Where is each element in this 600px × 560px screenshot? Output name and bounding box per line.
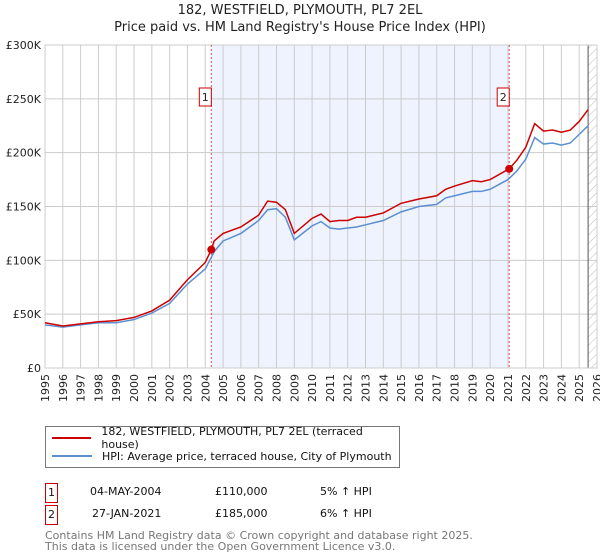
x-tick-label: 2005 xyxy=(217,374,230,402)
x-tick-label: 2022 xyxy=(520,374,533,402)
x-tick-label: 2011 xyxy=(324,374,337,402)
x-tick-label: 2018 xyxy=(449,374,462,402)
x-tick-label: 2021 xyxy=(502,374,515,402)
transaction-badge: 2 xyxy=(45,505,58,525)
x-tick-label: 2023 xyxy=(538,374,551,402)
x-tick-label: 2007 xyxy=(253,374,266,402)
legend-item-hpi: HPI: Average price, terraced house, City… xyxy=(52,448,392,464)
transaction-price: £110,000 xyxy=(215,485,268,498)
hpi-line xyxy=(44,125,589,328)
y-tick-label: £50K xyxy=(13,308,42,321)
footnote-line: This data is licensed under the Open Gov… xyxy=(45,540,396,553)
x-tick-label: 1995 xyxy=(39,374,52,402)
plot-frame xyxy=(44,44,598,369)
y-tick-label: £200K xyxy=(6,147,42,160)
x-tick-label: 2025 xyxy=(573,374,586,402)
x-tick-label: 2012 xyxy=(342,374,355,402)
footnote: Contains HM Land Registry data © Crown c… xyxy=(45,530,473,552)
transaction-date: 04-MAY-2004 xyxy=(90,485,162,498)
sale-point xyxy=(505,164,514,173)
x-tick-label: 1997 xyxy=(75,374,88,402)
legend-label: HPI: Average price, terraced house, City… xyxy=(102,449,392,463)
x-tick-label: 2000 xyxy=(128,374,141,402)
y-tick-label: £100K xyxy=(6,254,42,267)
transaction-hpi: 6% ↑ HPI xyxy=(320,507,372,520)
y-tick-label: £250K xyxy=(6,93,42,106)
x-tick-label: 2026 xyxy=(591,374,600,402)
x-tick-label: 2016 xyxy=(413,374,426,402)
transaction-hpi: 5% ↑ HPI xyxy=(320,485,372,498)
transaction-date: 27-JAN-2021 xyxy=(92,507,162,520)
x-tick-label: 2008 xyxy=(270,374,283,402)
sale-badge-label: 1 xyxy=(202,91,209,104)
y-tick-label: £300K xyxy=(6,39,42,52)
property-price-line xyxy=(44,109,589,327)
x-tick-label: 2001 xyxy=(146,374,159,402)
sale-badge xyxy=(496,87,510,107)
legend-swatch-red xyxy=(52,437,92,439)
sale-badge xyxy=(198,87,212,107)
legend-item-property: 182, WESTFIELD, PLYMOUTH, PL7 2EL (terra… xyxy=(52,425,399,451)
legend-swatch-blue xyxy=(52,455,92,457)
x-tick-label: 2024 xyxy=(555,374,568,402)
x-tick-label: 2002 xyxy=(164,374,177,402)
price-chart: 1995 1996 1997 1998 1999 2000 2001 2002 2003 2004… xyxy=(6,39,600,402)
sale-point xyxy=(207,245,216,254)
footnote-line: Contains HM Land Registry data © Crown c… xyxy=(45,529,473,542)
y-tick-label: £0 xyxy=(27,362,41,375)
x-tick-label: 2020 xyxy=(484,374,497,402)
sale-badge-label: 2 xyxy=(500,91,507,104)
x-tick-label: 2009 xyxy=(288,374,301,402)
legend-label: 182, WESTFIELD, PLYMOUTH, PL7 2EL (terra… xyxy=(101,425,363,451)
x-tick-label: 1996 xyxy=(57,374,70,402)
x-tick-label: 2004 xyxy=(199,374,212,402)
x-tick-label: 2014 xyxy=(377,374,390,402)
x-tick-label: 2017 xyxy=(431,374,444,402)
x-tick-label: 2003 xyxy=(181,374,194,402)
x-tick-label: 2013 xyxy=(360,374,373,402)
y-tick-label: £150K xyxy=(6,201,42,214)
transaction-price: £185,000 xyxy=(215,507,268,520)
legend: 182, WESTFIELD, PLYMOUTH, PL7 2EL (terra… xyxy=(45,425,400,468)
x-tick-label: 2015 xyxy=(395,374,408,402)
x-tick-label: 2019 xyxy=(466,374,479,402)
transaction-badge: 1 xyxy=(45,483,58,503)
chart-subtitle: Price paid vs. HM Land Registry's House … xyxy=(114,20,486,35)
x-tick-label: 1998 xyxy=(92,374,105,402)
chart-title: 182, WESTFIELD, PLYMOUTH, PL7 2EL xyxy=(177,3,423,18)
x-tick-label: 2006 xyxy=(235,374,248,402)
x-tick-label: 1999 xyxy=(110,374,123,402)
x-tick-label: 2010 xyxy=(306,374,319,402)
